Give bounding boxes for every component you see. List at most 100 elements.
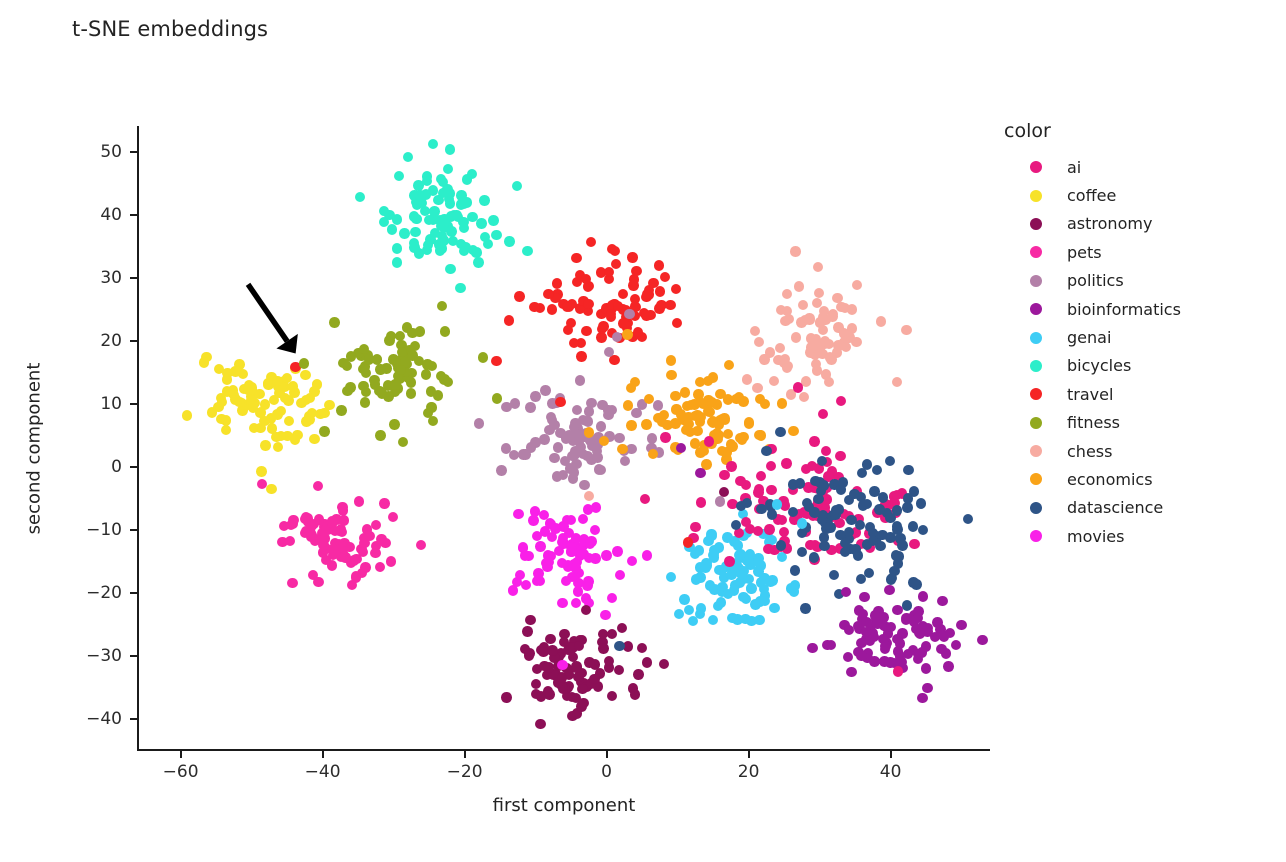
- scatter-point-bicycles: [443, 193, 455, 204]
- scatter-point-ai: [814, 511, 825, 522]
- scatter-point-bicycles: [479, 195, 490, 206]
- legend-item-travel[interactable]: travel: [1004, 380, 1274, 408]
- scatter-point-bicycles: [409, 190, 420, 201]
- scatter-point-bioinformatics: [865, 621, 877, 632]
- scatter-point-fitness: [393, 370, 404, 381]
- scatter-point-datascience: [775, 540, 787, 551]
- legend-item-politics[interactable]: politics: [1004, 267, 1274, 295]
- scatter-point-economics: [689, 438, 701, 449]
- scatter-point-astronomy: [542, 686, 554, 697]
- scatter-point-economics: [722, 428, 734, 440]
- legend-item-astronomy[interactable]: astronomy: [1004, 210, 1274, 238]
- scatter-point-datascience: [877, 492, 889, 503]
- scatter-point-economics: [678, 414, 689, 426]
- scatter-point-chess: [827, 308, 839, 320]
- scatter-point-pets: [320, 533, 331, 544]
- legend-item-bioinformatics[interactable]: bioinformatics: [1004, 295, 1274, 323]
- scatter-point-astronomy: [573, 640, 585, 651]
- scatter-point-datascience: [775, 427, 786, 438]
- scatter-point-economics: [709, 430, 720, 441]
- legend-item-chess[interactable]: chess: [1004, 437, 1274, 465]
- scatter-point-bicycles: [461, 174, 473, 185]
- scatter-point-politics: [564, 430, 575, 441]
- scatter-point-pets: [326, 516, 338, 527]
- scatter-point-economics: [723, 359, 734, 371]
- scatter-point-politics: [539, 434, 550, 445]
- scatter-point-genai: [758, 529, 769, 540]
- scatter-point-pets: [370, 540, 382, 551]
- scatter-point-economics: [703, 405, 714, 417]
- scatter-point-datascience: [885, 574, 897, 585]
- scatter-point-travel: [571, 276, 583, 288]
- scatter-point-datascience: [846, 514, 857, 526]
- scatter-point-genai: [729, 580, 741, 591]
- scatter-point-datascience: [822, 518, 834, 530]
- scatter-point-astronomy: [558, 636, 570, 648]
- scatter-point-politics: [569, 421, 580, 432]
- scatter-point-pets: [346, 579, 358, 590]
- scatter-point-movies: [560, 575, 572, 586]
- x-tick-label: 20: [737, 762, 760, 782]
- scatter-point-economics: [704, 406, 715, 418]
- scatter-point-coffee: [198, 357, 209, 368]
- scatter-point-bioinformatics: [868, 631, 879, 643]
- scatter-point-travel: [653, 260, 665, 271]
- scatter-point-fitness: [425, 386, 437, 397]
- y-tick-label: −40: [86, 708, 122, 729]
- scatter-point-ai: [763, 543, 774, 554]
- scatter-point-politics: [569, 449, 580, 460]
- scatter-point-bioinformatics: [938, 631, 950, 642]
- scatter-point-economics: [738, 396, 749, 407]
- scatter-point-datascience: [839, 546, 851, 558]
- scatter-point-travel: [574, 269, 586, 281]
- scatter-point-genai: [714, 564, 725, 576]
- scatter-point-chess: [814, 317, 826, 328]
- scatter-point-travel: [543, 288, 554, 300]
- scatter-point-bicycles: [438, 235, 449, 246]
- legend-item-economics[interactable]: economics: [1004, 465, 1274, 493]
- scatter-point-politics: [572, 423, 583, 434]
- legend-item-label: politics: [1067, 271, 1124, 291]
- scatter-point-astronomy: [597, 628, 608, 640]
- scatter-point-fitness: [401, 366, 412, 378]
- legend-item-genai[interactable]: genai: [1004, 323, 1274, 351]
- scatter-point-coffee: [300, 394, 311, 406]
- scatter-point-movies: [533, 568, 544, 579]
- scatter-point-astronomy: [556, 672, 568, 684]
- scatter-point-politics: [592, 452, 603, 463]
- scatter-point-fitness: [391, 358, 403, 369]
- scatter-point-travel: [571, 252, 582, 264]
- legend-item-pets[interactable]: pets: [1004, 238, 1274, 266]
- scatter-point-bioinformatics: [911, 623, 922, 634]
- scatter-point-astronomy: [538, 647, 549, 658]
- legend-item-movies[interactable]: movies: [1004, 522, 1274, 550]
- scatter-point-fitness: [427, 416, 438, 427]
- scatter-point-economics: [679, 387, 691, 398]
- legend-item-datascience[interactable]: datascience: [1004, 494, 1274, 522]
- scatter-point-datascience: [902, 502, 913, 513]
- scatter-point-movies: [570, 597, 581, 609]
- legend-item-ai[interactable]: ai: [1004, 153, 1274, 181]
- scatter-point-ai: [909, 538, 920, 549]
- x-tick-label: −60: [162, 762, 199, 782]
- scatter-point-bicycles: [452, 211, 464, 223]
- legend-item-fitness[interactable]: fitness: [1004, 409, 1274, 437]
- scatter-point-pets: [324, 523, 335, 535]
- scatter-point-economics: [693, 389, 704, 400]
- scatter-point-genai: [712, 600, 724, 612]
- scatter-point-travel: [563, 301, 574, 312]
- scatter-point-economics: [697, 398, 709, 410]
- scatter-point-ai: [809, 554, 820, 565]
- legend-item-coffee[interactable]: coffee: [1004, 181, 1274, 209]
- scatter-point-bicycles: [386, 224, 398, 235]
- scatter-point-politics: [509, 398, 520, 409]
- scatter-point-chess: [782, 361, 793, 372]
- legend-item-bicycles[interactable]: bicycles: [1004, 352, 1274, 380]
- scatter-point-ai: [864, 542, 876, 553]
- scatter-point-datascience: [797, 546, 808, 557]
- scatter-point-pets: [326, 560, 338, 571]
- scatter-point-coffee: [272, 442, 284, 453]
- scatter-point-chess: [901, 324, 912, 336]
- scatter-point-genai: [753, 566, 764, 577]
- scatter-point-bicycles: [427, 185, 439, 196]
